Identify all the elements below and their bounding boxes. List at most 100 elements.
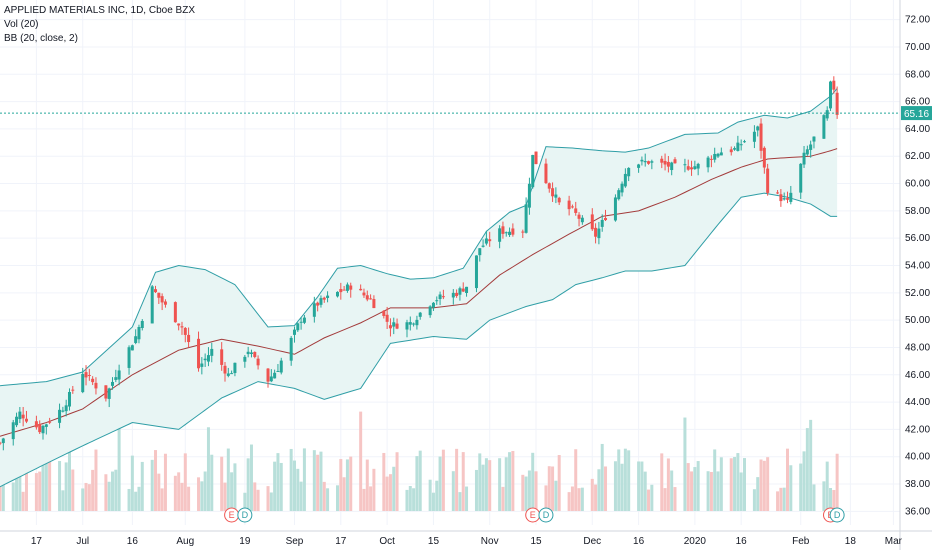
volume-bars (0, 411, 839, 511)
volume-bar (269, 492, 273, 511)
candle-body (395, 323, 399, 329)
volume-bar (719, 457, 723, 511)
volume-bar (24, 440, 28, 511)
candle-body (498, 228, 502, 242)
event-letter: E (530, 510, 536, 520)
event-letter: D (242, 510, 249, 520)
event-markers: EDEDED (224, 507, 845, 523)
candle-body (24, 418, 28, 422)
volume-bar (484, 458, 488, 511)
candle-body (365, 295, 369, 300)
volume-bar (127, 488, 131, 511)
candle-body (484, 238, 488, 244)
candle-body (690, 167, 694, 170)
x-tick-label: 2020 (684, 536, 707, 547)
candle-body (11, 422, 15, 440)
candle-body (478, 248, 482, 256)
volume-bar (187, 486, 191, 511)
dividend-marker (538, 507, 554, 523)
volume-bar (11, 482, 15, 511)
candle-body (302, 317, 306, 323)
candle-body (673, 159, 677, 164)
volume-bar (48, 451, 52, 511)
candle-body (336, 291, 339, 297)
candle-body (67, 391, 71, 407)
candle-body (547, 183, 551, 189)
candle-body (134, 336, 138, 343)
volume-bar (736, 453, 740, 511)
x-tick-label: Oct (379, 536, 395, 547)
volume-bar (206, 427, 210, 511)
candle-body (230, 373, 234, 375)
candle-body (693, 166, 697, 170)
candle-body (759, 123, 763, 151)
candle-body (531, 154, 535, 188)
candle-body (292, 329, 296, 335)
candle-body (289, 337, 293, 361)
candle-body (779, 194, 783, 202)
volume-bar (627, 450, 631, 511)
candle-body (114, 377, 118, 380)
candle-body (349, 285, 353, 290)
candle-body (160, 296, 164, 303)
y-tick-label: 46.00 (905, 370, 930, 381)
volume-bar (488, 460, 492, 511)
candle-body (18, 411, 22, 420)
upper-band-line (0, 88, 838, 387)
volume-bar (137, 486, 141, 511)
event-letter: E (229, 510, 235, 520)
volume-bar (829, 488, 833, 511)
volume-bar (180, 482, 184, 511)
candle-body (809, 144, 813, 150)
y-tick-label: 56.00 (905, 233, 930, 244)
y-tick-label: 60.00 (905, 179, 930, 190)
volume-bar (508, 452, 512, 511)
candle-body (431, 302, 435, 308)
volume-bar (200, 481, 204, 511)
candle-body (34, 421, 38, 428)
volume-bar (789, 465, 793, 511)
basis-line (0, 148, 838, 437)
candle-body (362, 292, 366, 296)
volume-bar (412, 488, 416, 511)
volume-bar (604, 466, 608, 511)
candle-body (451, 292, 455, 298)
candle-body (733, 148, 737, 150)
volume-bar (91, 469, 95, 511)
bollinger-bands (0, 88, 838, 488)
volume-bar (696, 461, 700, 511)
volume-bar (660, 453, 664, 511)
volume-bar (501, 486, 505, 511)
candle-body (663, 160, 667, 165)
candle-body (789, 192, 793, 202)
y-tick-label: 42.00 (905, 424, 930, 435)
candle-body (736, 142, 740, 151)
volume-bar (461, 452, 465, 511)
volume-bar (686, 463, 690, 511)
candle-body (157, 292, 161, 298)
volume-bar (114, 469, 118, 511)
candle-body (412, 323, 416, 325)
volume-bar (534, 471, 538, 511)
volume-bar (279, 462, 283, 511)
y-tick-label: 72.00 (905, 15, 930, 26)
volume-bar (574, 449, 578, 511)
volume-bar (458, 492, 462, 511)
volume-bar (339, 459, 343, 511)
band-fill (0, 88, 838, 487)
candle-body (299, 321, 303, 323)
candle-body (524, 204, 528, 233)
volume-bar (134, 491, 138, 511)
candle-body (345, 284, 349, 291)
candle-body (812, 136, 816, 142)
volume-bar (233, 463, 237, 511)
volume-bar (742, 458, 746, 511)
candle-body (521, 231, 525, 233)
volume-bar (693, 467, 697, 511)
candle-body (551, 188, 555, 197)
volume-bar (547, 466, 551, 511)
candle-body (183, 327, 187, 335)
candle-body (623, 173, 627, 187)
x-tick-label: Sep (286, 536, 304, 547)
